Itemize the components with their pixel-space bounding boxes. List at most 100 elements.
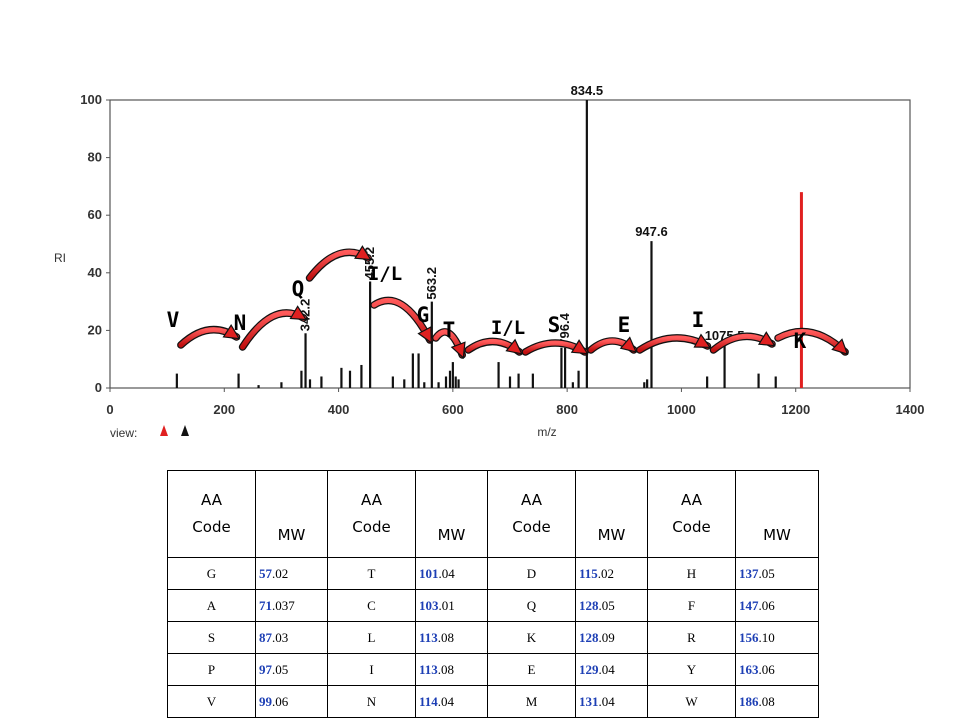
mw-integer: 128 bbox=[579, 597, 599, 613]
aa-code-cell: N bbox=[327, 685, 416, 718]
view-triangle-red-icon bbox=[160, 425, 168, 436]
mw-decimal: .04 bbox=[598, 693, 615, 709]
residue-label: Q bbox=[292, 277, 305, 301]
aa-code-cell: L bbox=[327, 621, 416, 654]
aa-code-cell: P bbox=[167, 653, 256, 686]
mw-integer: 103 bbox=[419, 597, 439, 613]
aa-mw-cell: 103.01 bbox=[415, 589, 488, 622]
mw-decimal: .03 bbox=[272, 629, 289, 645]
mw-integer: 128 bbox=[579, 629, 599, 645]
residue-arrow-head bbox=[417, 326, 432, 344]
residue-arrow-head bbox=[450, 341, 466, 360]
aa-code-cell: H bbox=[647, 557, 736, 590]
residue-arrow-head bbox=[757, 331, 776, 347]
aa-mw-cell: 97.05 bbox=[255, 653, 328, 686]
aa-code-cell: V bbox=[167, 685, 256, 718]
residue-label: K bbox=[794, 329, 807, 353]
peak-label: 834.5 bbox=[571, 83, 604, 98]
x-axis-title: m/z bbox=[537, 425, 556, 439]
aa-code-cell: R bbox=[647, 621, 736, 654]
mw-integer: 147 bbox=[739, 597, 759, 613]
residue-label: S bbox=[548, 313, 561, 337]
mw-decimal: .06 bbox=[758, 661, 775, 677]
residue-labels: V N Q I/L GT I/L S E I K bbox=[167, 263, 807, 353]
aa-mw-cell: 128.05 bbox=[575, 589, 648, 622]
residue-arrow-head bbox=[222, 324, 241, 340]
y-tick-label: 40 bbox=[88, 265, 102, 280]
x-tick-label: 200 bbox=[213, 402, 235, 417]
mw-decimal: .037 bbox=[272, 597, 295, 613]
aa-mw-cell: 71.037 bbox=[255, 589, 328, 622]
y-axis-title: RI bbox=[54, 251, 66, 265]
y-tick-label: 0 bbox=[95, 380, 102, 395]
aa-mw-cell: 186.08 bbox=[735, 685, 819, 718]
mw-decimal: .02 bbox=[597, 565, 615, 581]
mw-decimal: .01 bbox=[438, 597, 455, 613]
aa-mw-cell: 101.04 bbox=[415, 557, 488, 590]
aa-code-cell: Q bbox=[487, 589, 576, 622]
peak-label: 796.4 bbox=[557, 312, 572, 345]
aa-code-cell: C bbox=[327, 589, 416, 622]
mw-decimal: .05 bbox=[272, 661, 289, 677]
x-tick-label: 400 bbox=[328, 402, 350, 417]
x-tick-label: 800 bbox=[556, 402, 578, 417]
residue-label: V bbox=[167, 308, 180, 332]
mw-integer: 87 bbox=[259, 629, 272, 645]
aa-mw-cell: 115.02 bbox=[575, 557, 648, 590]
aa-code-cell: A bbox=[167, 589, 256, 622]
aa-mw-cell: 128.09 bbox=[575, 621, 648, 654]
mw-integer: 131 bbox=[579, 693, 599, 709]
mw-decimal: .05 bbox=[598, 597, 615, 613]
aa-code-cell: Y bbox=[647, 653, 736, 686]
aa-code-cell: G bbox=[167, 557, 256, 590]
peak-label: 563.2 bbox=[424, 267, 439, 300]
aa-code-cell: I bbox=[327, 653, 416, 686]
view-label: view: bbox=[110, 426, 137, 440]
x-tick-label: 1200 bbox=[781, 402, 810, 417]
mw-decimal: .06 bbox=[758, 597, 775, 613]
aa-mw-cell: 113.08 bbox=[415, 653, 488, 686]
aa-code-cell: K bbox=[487, 621, 576, 654]
residue-arrow-head bbox=[289, 305, 308, 321]
header-mw: MW bbox=[575, 470, 648, 558]
header-code-text: Code bbox=[672, 518, 711, 536]
residue-arrow-head bbox=[570, 339, 589, 355]
header-code-text: Code bbox=[192, 518, 231, 536]
peaks bbox=[175, 100, 803, 388]
peak-label: 947.6 bbox=[635, 224, 668, 239]
header-code-text: Code bbox=[352, 518, 391, 536]
header-mw: MW bbox=[415, 470, 488, 558]
header-aa-text: AA bbox=[681, 491, 702, 509]
mw-integer: 114 bbox=[419, 693, 438, 709]
table-row: G 57.02 T 101.04 D 115.02 H 137.05 bbox=[167, 557, 819, 590]
mw-decimal: .09 bbox=[598, 629, 615, 645]
header-aa-code: AA Code bbox=[647, 470, 736, 558]
aa-mw-cell: 113.08 bbox=[415, 621, 488, 654]
header-aa-code: AA Code bbox=[167, 470, 256, 558]
mw-decimal: .10 bbox=[758, 629, 775, 645]
view-triangle-black-icon bbox=[181, 425, 189, 436]
residue-arrow-head bbox=[354, 245, 372, 261]
mw-decimal: .04 bbox=[437, 693, 455, 709]
residue-label: G bbox=[417, 303, 430, 327]
residue-arrows bbox=[177, 245, 849, 360]
y-tick-label: 80 bbox=[88, 150, 102, 165]
table-row: V 99.06 N 114.04 M 131.04 W 186.08 bbox=[167, 685, 819, 718]
amino-acid-mass-table: AA Code MW AA Code MW AA Code MW AA Code MW G 57.02 T… bbox=[167, 470, 819, 718]
header-mw: MW bbox=[735, 470, 819, 558]
aa-mw-cell: 129.04 bbox=[575, 653, 648, 686]
mw-integer: 101 bbox=[419, 565, 439, 581]
header-aa-text: AA bbox=[521, 491, 542, 509]
table-header-row: AA Code MW AA Code MW AA Code MW AA Code MW bbox=[167, 470, 819, 558]
header-aa-text: AA bbox=[201, 491, 222, 509]
x-tick-label: 600 bbox=[442, 402, 464, 417]
mw-integer: 156 bbox=[739, 629, 759, 645]
mw-decimal: .02 bbox=[272, 565, 289, 581]
header-mw: MW bbox=[255, 470, 328, 558]
mw-integer: 163 bbox=[739, 661, 759, 677]
aa-mw-cell: 147.06 bbox=[735, 589, 819, 622]
residue-label: I/L bbox=[491, 317, 525, 339]
mw-integer: 71 bbox=[259, 597, 272, 613]
